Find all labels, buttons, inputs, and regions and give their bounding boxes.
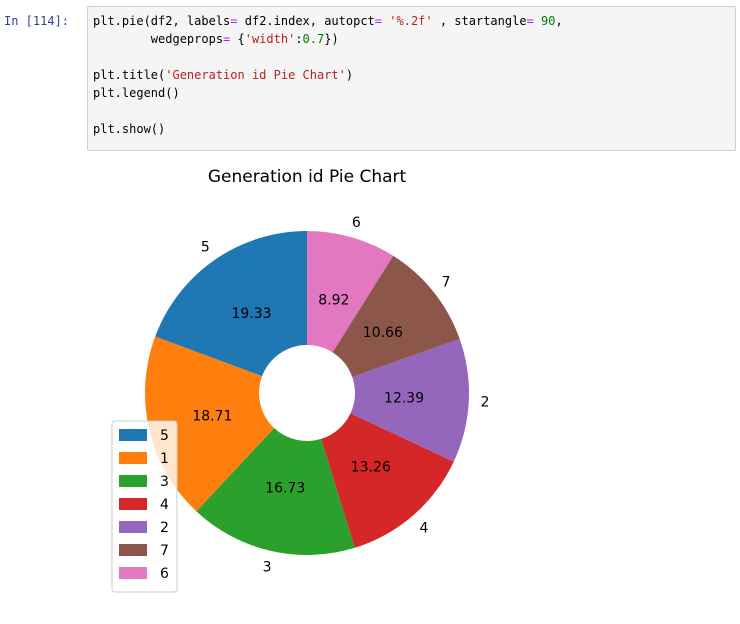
slice-value-7: 10.66 <box>363 325 403 341</box>
slice-label-7: 7 <box>442 275 451 291</box>
pie-chart: Generation id Pie Chart 5 1 3 4 2 7 6 19.33 18.… <box>111 167 490 593</box>
legend-label-3: 3 <box>160 474 169 490</box>
legend-swatch-5 <box>119 429 147 441</box>
slice-value-2: 12.39 <box>384 391 424 407</box>
legend-swatch-2 <box>119 521 147 533</box>
chart-title: Generation id Pie Chart <box>208 167 407 187</box>
slice-value-3: 16.73 <box>265 481 305 497</box>
slice-label-4: 4 <box>420 520 429 536</box>
legend-swatch-3 <box>119 475 147 487</box>
legend-label-7: 7 <box>160 543 169 559</box>
code-line: plt.pie(df2, labels= df2.index, autopct=… <box>93 14 563 28</box>
legend-label-5: 5 <box>160 428 169 444</box>
slice-value-1: 18.71 <box>192 408 232 424</box>
code-cell[interactable]: plt.pie(df2, labels= df2.index, autopct=… <box>87 6 736 151</box>
code-line: plt.title('Generation id Pie Chart') <box>93 68 354 82</box>
pie-wedge-2 <box>350 338 469 462</box>
code-line: plt.legend() <box>93 86 180 100</box>
slice-value-4: 13.26 <box>351 459 391 475</box>
legend-label-1: 1 <box>160 451 169 467</box>
code-line: wedgeprops= {'width':0.7}) <box>93 32 339 46</box>
cell-prompt: In [114]: <box>4 14 70 28</box>
pie-wedge-6 <box>307 231 394 353</box>
slice-value-6: 8.92 <box>318 293 349 309</box>
legend-swatch-1 <box>119 452 147 464</box>
legend: 5 1 3 4 2 7 6 <box>111 420 178 593</box>
slice-value-5: 19.33 <box>231 306 271 322</box>
code-line: plt.show() <box>93 122 166 136</box>
legend-label-2: 2 <box>160 520 169 536</box>
slice-label-3: 3 <box>263 560 272 576</box>
legend-label-4: 4 <box>160 497 169 513</box>
pie-wedge-5 <box>155 231 307 377</box>
pie-wedge-3 <box>196 428 355 555</box>
slice-label-2: 2 <box>481 395 490 411</box>
slice-label-6: 6 <box>352 215 361 231</box>
chart-output: Generation id Pie Chart 5 1 3 4 2 7 6 19.33 18.… <box>0 155 740 624</box>
code-block[interactable]: plt.pie(df2, labels= df2.index, autopct=… <box>93 12 563 138</box>
pie-wedge-4 <box>321 413 454 548</box>
legend-swatch-6 <box>119 567 147 579</box>
pie-wedge-7 <box>332 255 460 377</box>
legend-swatch-7 <box>119 544 147 556</box>
slice-label-5: 5 <box>201 240 210 256</box>
legend-swatch-4 <box>119 498 147 510</box>
legend-label-6: 6 <box>160 566 169 582</box>
pie-value-labels: 19.33 18.71 16.73 13.26 12.39 10.66 8.92 <box>192 293 424 497</box>
